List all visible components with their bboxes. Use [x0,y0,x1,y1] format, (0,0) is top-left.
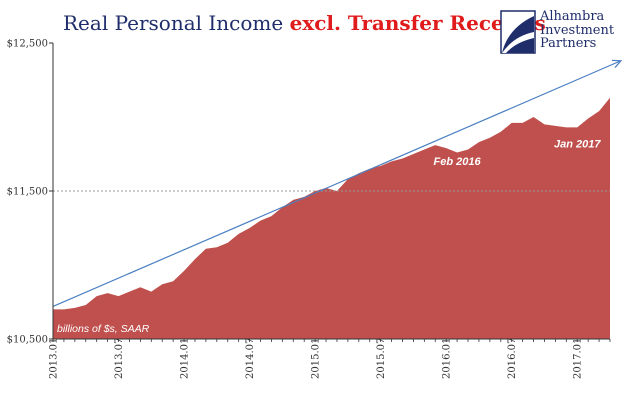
y-tick-label: $12,500 [7,39,48,50]
x-tick-label: 2014.07 [245,338,256,379]
logo-line3: Partners [540,36,597,51]
logo-line1: Alhambra [540,9,605,24]
unit-note: billions of $s, SAAR [57,323,150,335]
logo-swoosh-icon [500,10,536,54]
axes: $10,500 $11,500 $12,500 2013.01 2013.07 2014.… [7,39,611,379]
area-series-0 [53,97,610,339]
logo-line2: Investment [540,22,615,38]
x-tick-label: 2013.01 [49,338,60,379]
trendline [52,60,622,307]
x-tick-label: 2016.07 [507,338,518,379]
trendline-arrowhead [611,59,623,68]
logo-text: Alhambra Investment Partners [540,10,614,51]
x-tick-label: 2013.07 [114,338,125,379]
annotation-label: Feb 2016 [434,156,482,168]
x-tick-label: 2017.01 [573,338,584,379]
x-tick-label: 2014.01 [180,338,191,379]
x-tick-label: 2015.01 [311,338,322,379]
y-tick-label: $10,500 [7,335,48,346]
y-tick-label: $11,500 [7,187,48,198]
plot-area [52,59,623,339]
x-tick-label: 2016.01 [442,338,453,379]
x-tick-label: 2015.07 [376,338,387,379]
title-part1: Real Personal Income [63,11,284,35]
annotation-label: Jan 2017 [554,138,601,150]
alhambra-logo: Alhambra Investment Partners [500,10,635,56]
